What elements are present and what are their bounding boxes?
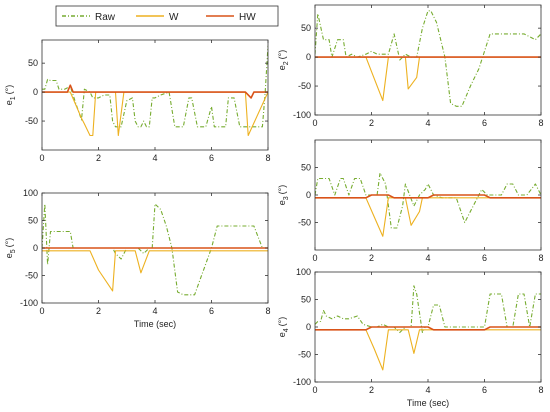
series-group-e5 bbox=[42, 203, 268, 296]
ylabel-main-e1: e bbox=[4, 100, 14, 105]
xlabel-e4: Time (sec) bbox=[407, 398, 449, 408]
xtick-label-e3: 2 bbox=[369, 253, 374, 263]
legend-box bbox=[55, 5, 279, 27]
xtick-label-e4: 8 bbox=[538, 385, 543, 395]
xtick-label-e5: 8 bbox=[265, 306, 270, 316]
xtick-label-e3: 6 bbox=[482, 253, 487, 263]
xtick-label-e4: 0 bbox=[312, 385, 317, 395]
ytick-label-e4: 0 bbox=[306, 322, 311, 332]
ytick-label-e2: -50 bbox=[298, 81, 311, 91]
xtick-label-e2: 0 bbox=[312, 118, 317, 128]
series-raw-e5 bbox=[42, 203, 268, 296]
series-group-e1 bbox=[42, 45, 268, 137]
ylabel-e4: e4(°) bbox=[277, 317, 290, 338]
xtick-label-e5: 2 bbox=[96, 306, 101, 316]
ytick-label-e5: -100 bbox=[20, 298, 38, 308]
series-raw-e1 bbox=[42, 45, 268, 128]
ylabel-main-e3: e bbox=[277, 200, 287, 205]
ytick-label-e4: -50 bbox=[298, 350, 311, 360]
panel-e1: 0 2 4 6 8 50 0 -50 e1(°) bbox=[4, 39, 271, 163]
xtick-label-e2: 8 bbox=[538, 118, 543, 128]
series-w-e5 bbox=[42, 250, 268, 292]
ylabel-unit-e1: (°) bbox=[4, 85, 14, 95]
ylabel-e1: e1(°) bbox=[4, 85, 17, 106]
xtick-label-e4: 2 bbox=[369, 385, 374, 395]
xtick-label-e2: 4 bbox=[425, 118, 430, 128]
axes-box-e1 bbox=[41, 39, 269, 151]
ylabel-sub-e2: 2 bbox=[283, 61, 290, 65]
ylabel-e5: e5(°) bbox=[4, 238, 17, 259]
ytick-label-e4: 50 bbox=[301, 295, 311, 305]
xtick-label-e3: 4 bbox=[425, 253, 430, 263]
ylabel-main-e5: e bbox=[4, 253, 14, 258]
xtick-label-e1: 2 bbox=[96, 153, 101, 163]
axes-box-e2 bbox=[314, 4, 542, 116]
legend-label-raw: Raw bbox=[95, 12, 116, 23]
ytick-label-e5: 50 bbox=[28, 216, 38, 226]
ylabel-e3: e3(°) bbox=[277, 185, 290, 206]
series-w-e2 bbox=[315, 56, 541, 102]
series-hw-e4 bbox=[315, 326, 541, 331]
xtick-label-e5: 6 bbox=[209, 306, 214, 316]
ylabel-unit-e3: (°) bbox=[277, 185, 287, 195]
xtick-label-e4: 6 bbox=[482, 385, 487, 395]
ytick-label-e2: 0 bbox=[306, 52, 311, 62]
series-group-e2 bbox=[315, 10, 541, 107]
ytick-label-e4: -100 bbox=[293, 377, 311, 387]
xtick-label-e1: 6 bbox=[209, 153, 214, 163]
ylabel-sub-e4: 4 bbox=[283, 328, 290, 332]
ylabel-main-e2: e bbox=[277, 65, 287, 70]
ytick-label-e3: 50 bbox=[301, 163, 311, 173]
ytick-label-e3: 0 bbox=[306, 190, 311, 200]
series-group-e4 bbox=[315, 285, 541, 371]
ytick-label-e5: 0 bbox=[33, 243, 38, 253]
ytick-label-e4: 100 bbox=[296, 267, 311, 277]
xtick-label-e3: 0 bbox=[312, 253, 317, 263]
series-w-e4 bbox=[315, 329, 541, 371]
series-hw-e1 bbox=[42, 84, 268, 99]
ytick-label-e2: -100 bbox=[293, 110, 311, 120]
ytick-label-e2: 50 bbox=[301, 23, 311, 33]
ytick-label-e1: 50 bbox=[28, 58, 38, 68]
series-group-e3 bbox=[315, 172, 541, 237]
ylabel-unit-e2: (°) bbox=[277, 50, 287, 60]
panel-e5: 0 2 4 6 8 100 50 0 -50 -100 e5(°) Time (sec) bbox=[4, 188, 271, 329]
ytick-label-e1: -50 bbox=[25, 116, 38, 126]
xtick-label-e1: 0 bbox=[39, 153, 44, 163]
series-w-e3 bbox=[315, 197, 541, 237]
series-raw-e2 bbox=[315, 10, 541, 107]
ytick-label-e1: 0 bbox=[33, 87, 38, 97]
xtick-label-e2: 2 bbox=[369, 118, 374, 128]
xtick-label-e4: 4 bbox=[425, 385, 430, 395]
ylabel-e2: e2(°) bbox=[277, 50, 290, 71]
xtick-label-e1: 8 bbox=[265, 153, 270, 163]
series-hw-e3 bbox=[315, 194, 541, 199]
xlabel-e5: Time (sec) bbox=[134, 319, 176, 329]
legend: Raw W HW bbox=[55, 5, 279, 27]
series-raw-e4 bbox=[315, 285, 541, 334]
xtick-label-e5: 4 bbox=[152, 306, 157, 316]
ylabel-sub-e5: 5 bbox=[10, 249, 17, 253]
ytick-label-e5: 100 bbox=[23, 188, 38, 198]
xtick-label-e1: 4 bbox=[152, 153, 157, 163]
ylabel-unit-e5: (°) bbox=[4, 238, 14, 248]
series-raw-e3 bbox=[315, 172, 541, 229]
ylabel-main-e4: e bbox=[277, 332, 287, 337]
ylabel-sub-e1: 1 bbox=[10, 96, 17, 100]
panel-e3: 0 2 4 6 8 50 0 -50 e3(°) bbox=[277, 139, 544, 263]
ylabel-unit-e4: (°) bbox=[277, 317, 287, 327]
legend-label-w: W bbox=[169, 12, 179, 23]
xtick-label-e3: 8 bbox=[538, 253, 543, 263]
ylabel-sub-e3: 3 bbox=[283, 196, 290, 200]
legend-label-hw: HW bbox=[239, 12, 256, 23]
ytick-label-e5: -50 bbox=[25, 271, 38, 281]
ytick-label-e3: -50 bbox=[298, 218, 311, 228]
xtick-label-e2: 6 bbox=[482, 118, 487, 128]
xtick-label-e5: 0 bbox=[39, 306, 44, 316]
